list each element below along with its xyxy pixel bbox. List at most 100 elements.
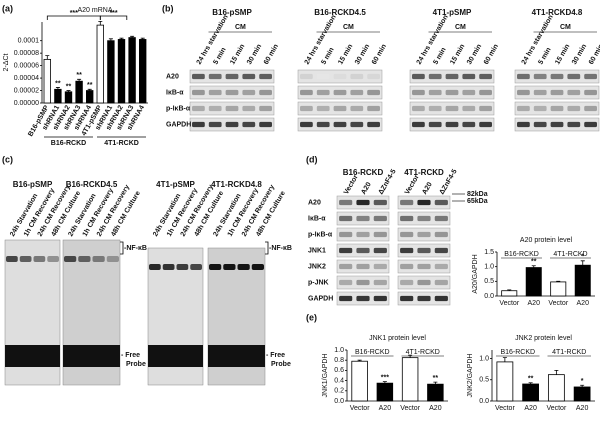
band [428, 73, 442, 80]
band [350, 89, 364, 96]
lane-label: 24 hrs starvation [416, 14, 450, 66]
band [300, 121, 313, 128]
band [208, 73, 222, 80]
y-tick-label: 1.0 [484, 264, 494, 271]
band [162, 264, 175, 270]
error-bar [554, 370, 559, 375]
band [533, 89, 547, 96]
error-bar [528, 382, 533, 384]
lane-label: 30 min [571, 43, 588, 66]
free-probe-label: - Free [121, 352, 140, 359]
band [400, 247, 414, 254]
panel-label: (c) [2, 154, 13, 164]
band [339, 279, 353, 286]
cm-label: CM [343, 24, 354, 31]
y-tick-label: 0.00000 [14, 100, 39, 107]
band [316, 89, 330, 96]
band [78, 256, 91, 262]
band [373, 215, 387, 222]
band [259, 73, 272, 80]
significance: ** [433, 375, 439, 382]
band [462, 121, 476, 128]
band [479, 73, 492, 80]
bar [547, 374, 565, 402]
error-bar [98, 20, 103, 26]
band [259, 121, 272, 128]
band [462, 73, 476, 80]
bar [573, 386, 591, 402]
bar [501, 290, 518, 297]
error-bar [130, 35, 135, 38]
significance: *** [70, 10, 78, 17]
error-bar [531, 265, 536, 268]
lane-label: 30 min [354, 43, 371, 66]
bar [427, 383, 444, 402]
lane-label: 5 min [212, 47, 227, 66]
band [584, 105, 597, 112]
band [417, 279, 431, 286]
bracket [265, 241, 269, 255]
cm-label: CM [235, 24, 246, 31]
band [356, 247, 370, 254]
x-tick-label: A20 [576, 405, 589, 412]
band [373, 295, 387, 302]
group-label: 4T1-RCKD [406, 349, 440, 356]
lane-label: 24 hrs starvation [304, 14, 338, 66]
x-tick-label: A20 [528, 300, 541, 307]
significance: ** [87, 82, 93, 89]
chart-title: A20 mRNA [77, 7, 112, 14]
bar [496, 361, 514, 402]
bar [86, 90, 94, 104]
x-tick-label: Vector [350, 405, 371, 412]
x-tick-label: Vector [499, 300, 520, 307]
band [225, 73, 239, 80]
y-tick-label: 0.00002 [14, 87, 39, 94]
x-tick-label: A20 [577, 300, 590, 307]
band [434, 295, 448, 302]
error-bar [580, 384, 585, 387]
band [400, 231, 414, 238]
band [6, 256, 18, 262]
band [356, 199, 370, 206]
band [242, 121, 256, 128]
significance: *** [381, 374, 389, 381]
band [209, 264, 222, 270]
free-probe-band [63, 345, 120, 367]
y-tick-label: 0.2 [334, 388, 344, 395]
lane-label: 5 min [537, 47, 552, 66]
band [192, 89, 205, 96]
chart-title: JNK2 protein level [515, 335, 572, 342]
free-probe-label: Probe [271, 361, 291, 368]
band [517, 89, 530, 96]
band [339, 263, 353, 270]
row-label: JNK1 [308, 247, 326, 254]
y-tick-label: 0.0001 [18, 38, 40, 45]
band [400, 263, 414, 270]
group-label: 4T1-RCKD [104, 140, 139, 147]
band [462, 89, 476, 96]
band [192, 121, 205, 128]
band [462, 105, 476, 112]
band [412, 121, 425, 128]
band [316, 73, 330, 80]
band [333, 89, 347, 96]
band [300, 105, 313, 112]
band [367, 105, 380, 112]
band [300, 89, 313, 96]
lane-label: 15 min [449, 43, 466, 66]
marker-label: 82kDa [467, 191, 488, 198]
row-label: JNK2 [308, 263, 326, 270]
bar [128, 37, 136, 104]
band [373, 279, 387, 286]
error-bar [382, 381, 387, 384]
blot-group-label: 4T1-RCKD4.8 [532, 8, 583, 17]
error-bar [66, 90, 71, 92]
band [417, 263, 431, 270]
band [533, 73, 547, 80]
bar [54, 88, 62, 104]
x-tick-label: Vector [548, 300, 569, 307]
lane-label: 30 min [466, 43, 483, 66]
group-label: B16-RCKD [500, 349, 535, 356]
x-tick-label: Vector [400, 405, 421, 412]
